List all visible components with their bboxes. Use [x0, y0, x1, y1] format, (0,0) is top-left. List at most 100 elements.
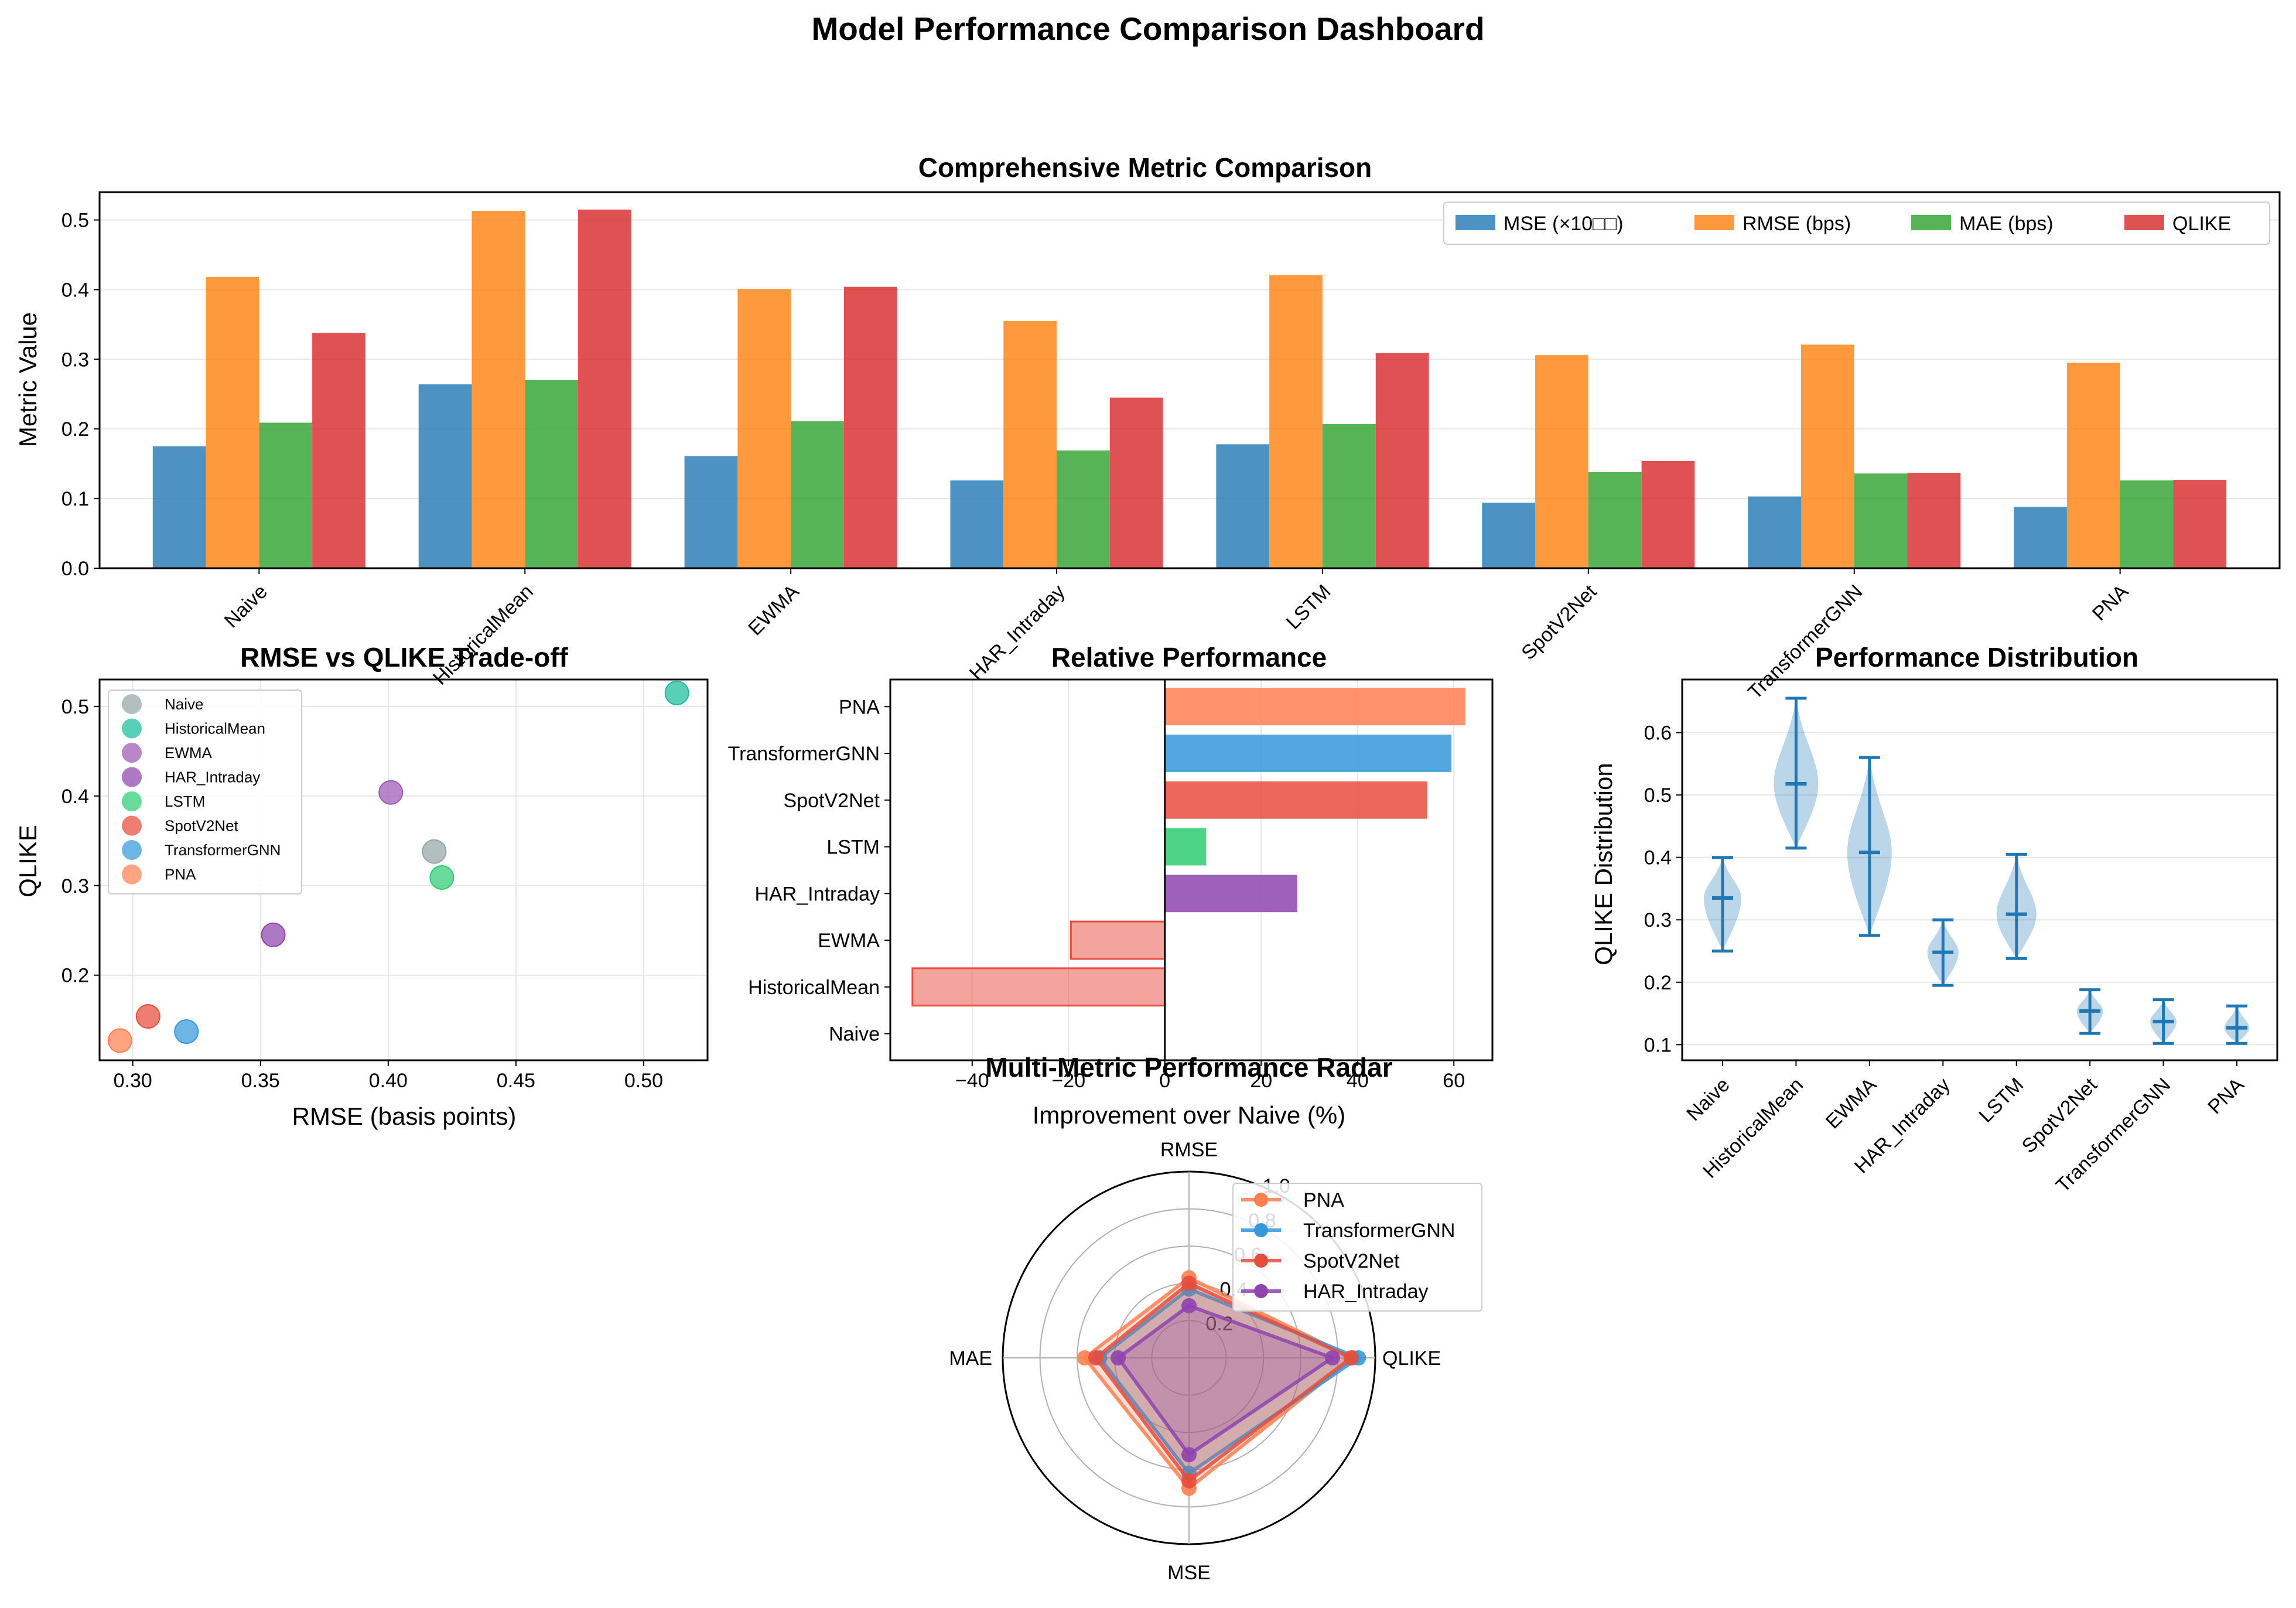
legend-label: HAR_Intraday [165, 769, 260, 786]
bar-TransformerGNN-3 [1907, 473, 1961, 568]
legend-marker [122, 815, 142, 836]
bar-LSTM-0 [1216, 444, 1270, 568]
bar-Naive-2 [259, 422, 313, 568]
radar-point [1324, 1350, 1340, 1365]
y-tick-label: 0.2 [1644, 972, 1672, 994]
point-Naive [422, 839, 447, 864]
scatter-xlabel: RMSE (basis points) [292, 1102, 517, 1130]
legend-marker [122, 840, 142, 860]
performance-distribution-chart: Performance Distribution QLIKE Distribut… [1590, 642, 2278, 1197]
bar-PNA-2 [2120, 480, 2174, 568]
y-tick-label: 0.5 [1644, 784, 1672, 807]
y-tick-label: 0.2 [62, 418, 89, 441]
legend-label: TransformerGNN [1303, 1220, 1455, 1242]
legend-label: SpotV2Net [1303, 1250, 1400, 1272]
radar-point [1077, 1350, 1092, 1365]
legend-swatch [2124, 215, 2164, 230]
bar-PNA-3 [2173, 480, 2227, 568]
legend-marker [122, 767, 142, 787]
x-tick-label: 20 [1250, 1070, 1272, 1092]
bar-HistoricalMean-2 [525, 380, 579, 568]
bar-EWMA-0 [684, 456, 738, 568]
y-tick-label: Naive [829, 1023, 880, 1046]
x-tick-label: PNA [2088, 581, 2133, 626]
radar-point [1181, 1298, 1197, 1313]
distribution-ylabel: QLIKE Distribution [1590, 763, 1617, 965]
metric-comparison-ylabel: Metric Value [14, 312, 42, 447]
radar-point [1181, 1473, 1197, 1488]
plot-frame [98, 191, 2281, 569]
legend-box [108, 689, 302, 895]
bar-HAR_Intraday [1164, 875, 1297, 913]
bar-SpotV2Net-2 [1588, 472, 1642, 568]
legend-marker [1254, 1284, 1268, 1298]
point-HAR_Intraday [261, 922, 286, 947]
y-tick-label: HAR_Intraday [754, 883, 880, 905]
bar-SpotV2Net-0 [1482, 503, 1536, 568]
bar-HistoricalMean-1 [472, 211, 525, 569]
point-PNA [107, 1028, 132, 1053]
x-tick-label: EWMA [1822, 1074, 1881, 1134]
bar-HistoricalMean-0 [418, 384, 472, 568]
metric-comparison-title: Comprehensive Metric Comparison [918, 152, 1372, 183]
x-tick-label: PNA [2203, 1074, 2249, 1119]
legend-label: TransformerGNN [165, 841, 281, 859]
legend-marker [122, 694, 142, 714]
y-tick-label: 0.5 [62, 210, 89, 232]
legend-marker [122, 864, 142, 885]
point-HistoricalMean [664, 680, 689, 705]
x-tick-label: Naive [220, 581, 272, 632]
x-tick-label: 0.30 [114, 1070, 152, 1092]
bar-HAR_Intraday-0 [950, 480, 1004, 568]
legend-label: SpotV2Net [165, 817, 239, 835]
bar-SpotV2Net-3 [1641, 460, 1695, 568]
bar-LSTM-3 [1375, 353, 1429, 568]
x-tick-label: −20 [1051, 1070, 1085, 1092]
x-tick-label: 40 [1347, 1070, 1369, 1092]
legend-label: EWMA [165, 744, 213, 762]
radar-title: Multi-Metric Performance Radar [985, 1052, 1392, 1083]
legend-swatch [1694, 215, 1734, 230]
legend-swatch [1456, 215, 1495, 230]
x-tick-label: Naive [1682, 1074, 1734, 1125]
point-LSTM [429, 865, 455, 890]
bar-EWMA [1070, 920, 1166, 960]
y-tick-label: 0.1 [1644, 1034, 1672, 1056]
y-tick-label: 0.6 [1644, 722, 1672, 745]
y-tick-label: HistoricalMean [748, 977, 880, 999]
bar-HAR_Intraday-2 [1057, 450, 1110, 568]
bar-SpotV2Net-1 [1535, 355, 1588, 568]
legend-box [1443, 202, 2270, 245]
bar-EWMA-3 [843, 286, 897, 568]
legend-label: PNA [1303, 1189, 1344, 1211]
bar-TransformerGNN [1164, 735, 1452, 772]
x-tick-label: EWMA [744, 581, 804, 640]
y-tick-label: PNA [839, 696, 880, 718]
x-tick-label: SpotV2Net [1517, 580, 1601, 664]
y-tick-label: 0.2 [62, 965, 89, 987]
x-tick-label: LSTM [1974, 1074, 2028, 1127]
radar-axis-label: MAE [949, 1347, 992, 1370]
y-tick-label: 0.0 [62, 558, 89, 580]
y-tick-label: 0.3 [62, 349, 89, 371]
radar-point [1111, 1350, 1126, 1365]
y-tick-label: 0.4 [62, 786, 89, 808]
legend-marker [1254, 1193, 1268, 1207]
legend-label: QLIKE [2172, 213, 2231, 235]
scatter-title: RMSE vs QLIKE Trade-off [240, 642, 568, 672]
x-tick-label: 0.35 [241, 1070, 280, 1092]
y-tick-label: SpotV2Net [784, 790, 880, 812]
bar-TransformerGNN-0 [1748, 496, 1801, 568]
bar-HAR_Intraday-1 [1003, 320, 1057, 568]
bar-LSTM-2 [1322, 424, 1376, 568]
x-tick-label: 0.45 [497, 1070, 535, 1092]
legend-label: MAE (bps) [1959, 213, 2054, 235]
dashboard-title: Model Performance Comparison Dashboard [811, 11, 1484, 47]
radar-point [1181, 1275, 1197, 1291]
bar-LSTM [1164, 828, 1207, 866]
legend-label: HistoricalMean [165, 720, 265, 738]
bar-Naive-0 [152, 446, 206, 568]
metric-comparison-chart: Comprehensive Metric Comparison Metric V… [14, 152, 2281, 704]
radar-point [1181, 1447, 1197, 1463]
